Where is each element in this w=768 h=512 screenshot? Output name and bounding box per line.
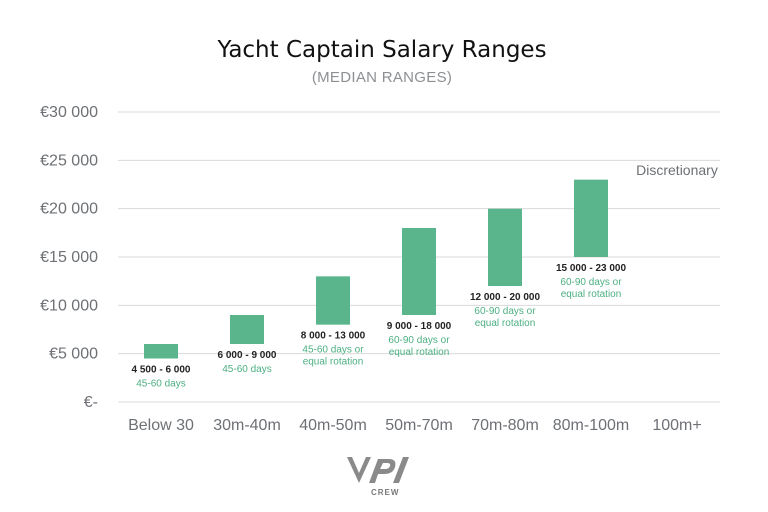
range-label: 12 000 - 20 000	[470, 292, 540, 303]
bar	[316, 276, 350, 325]
rotation-note: 60-90 days or	[388, 335, 450, 346]
range-label: 8 000 - 13 000	[301, 331, 366, 342]
rotation-note: 60-90 days or	[474, 306, 536, 317]
chart-subtitle: (MEDIAN RANGES)	[312, 69, 452, 86]
rotation-note: 45-60 days	[136, 379, 185, 390]
discretionary-label: Discretionary	[636, 162, 718, 178]
x-tick-label: 50m-70m	[385, 417, 453, 434]
y-tick-label: €25 000	[40, 152, 98, 169]
range-label: 4 500 - 6 000	[132, 365, 191, 376]
x-tick-label: 40m-50m	[299, 417, 367, 434]
x-tick-label: Below 30	[128, 417, 194, 434]
range-label: 6 000 - 9 000	[218, 350, 277, 361]
rotation-note: equal rotation	[475, 318, 536, 329]
x-tick-label: 70m-80m	[471, 417, 539, 434]
x-tick-label: 100m+	[652, 417, 701, 434]
data-labels: 4 500 - 6 000 45-60 days 6 000 - 9 000 45-6…	[132, 162, 718, 390]
y-tick-label: €30 000	[40, 104, 98, 121]
rotation-note: 45-60 days	[222, 364, 271, 375]
y-tick-label: €10 000	[40, 297, 98, 314]
vpi-crew-logo: CREW	[347, 457, 409, 497]
rotation-note: equal rotation	[389, 347, 450, 358]
x-axis-ticks: Below 30 30m-40m 40m-50m 50m-70m 70m-80m 80m-…	[128, 417, 702, 434]
y-tick-label: €-	[84, 394, 98, 411]
logo-crew-text: CREW	[371, 488, 399, 497]
rotation-note: equal rotation	[561, 289, 622, 300]
bar	[402, 228, 436, 315]
rotation-note: 60-90 days or	[560, 277, 622, 288]
bar	[488, 208, 522, 286]
logo-mark	[347, 457, 371, 483]
bar	[230, 315, 264, 344]
y-axis-ticks: €- €5 000 €10 000 €15 000 €20 000 €25 000 €30 …	[40, 104, 98, 411]
range-label: 9 000 - 18 000	[387, 321, 452, 332]
y-tick-label: €15 000	[40, 249, 98, 266]
x-tick-label: 30m-40m	[213, 417, 281, 434]
x-tick-label: 80m-100m	[553, 417, 629, 434]
bars	[144, 179, 608, 359]
range-label: 15 000 - 23 000	[556, 263, 626, 274]
bar	[574, 179, 608, 257]
y-tick-label: €5 000	[49, 346, 98, 363]
chart-title: Yacht Captain Salary Ranges	[216, 37, 546, 63]
y-tick-label: €20 000	[40, 201, 98, 218]
rotation-note: 45-60 days or	[302, 345, 364, 356]
rotation-note: equal rotation	[303, 357, 364, 368]
bar	[144, 344, 178, 359]
